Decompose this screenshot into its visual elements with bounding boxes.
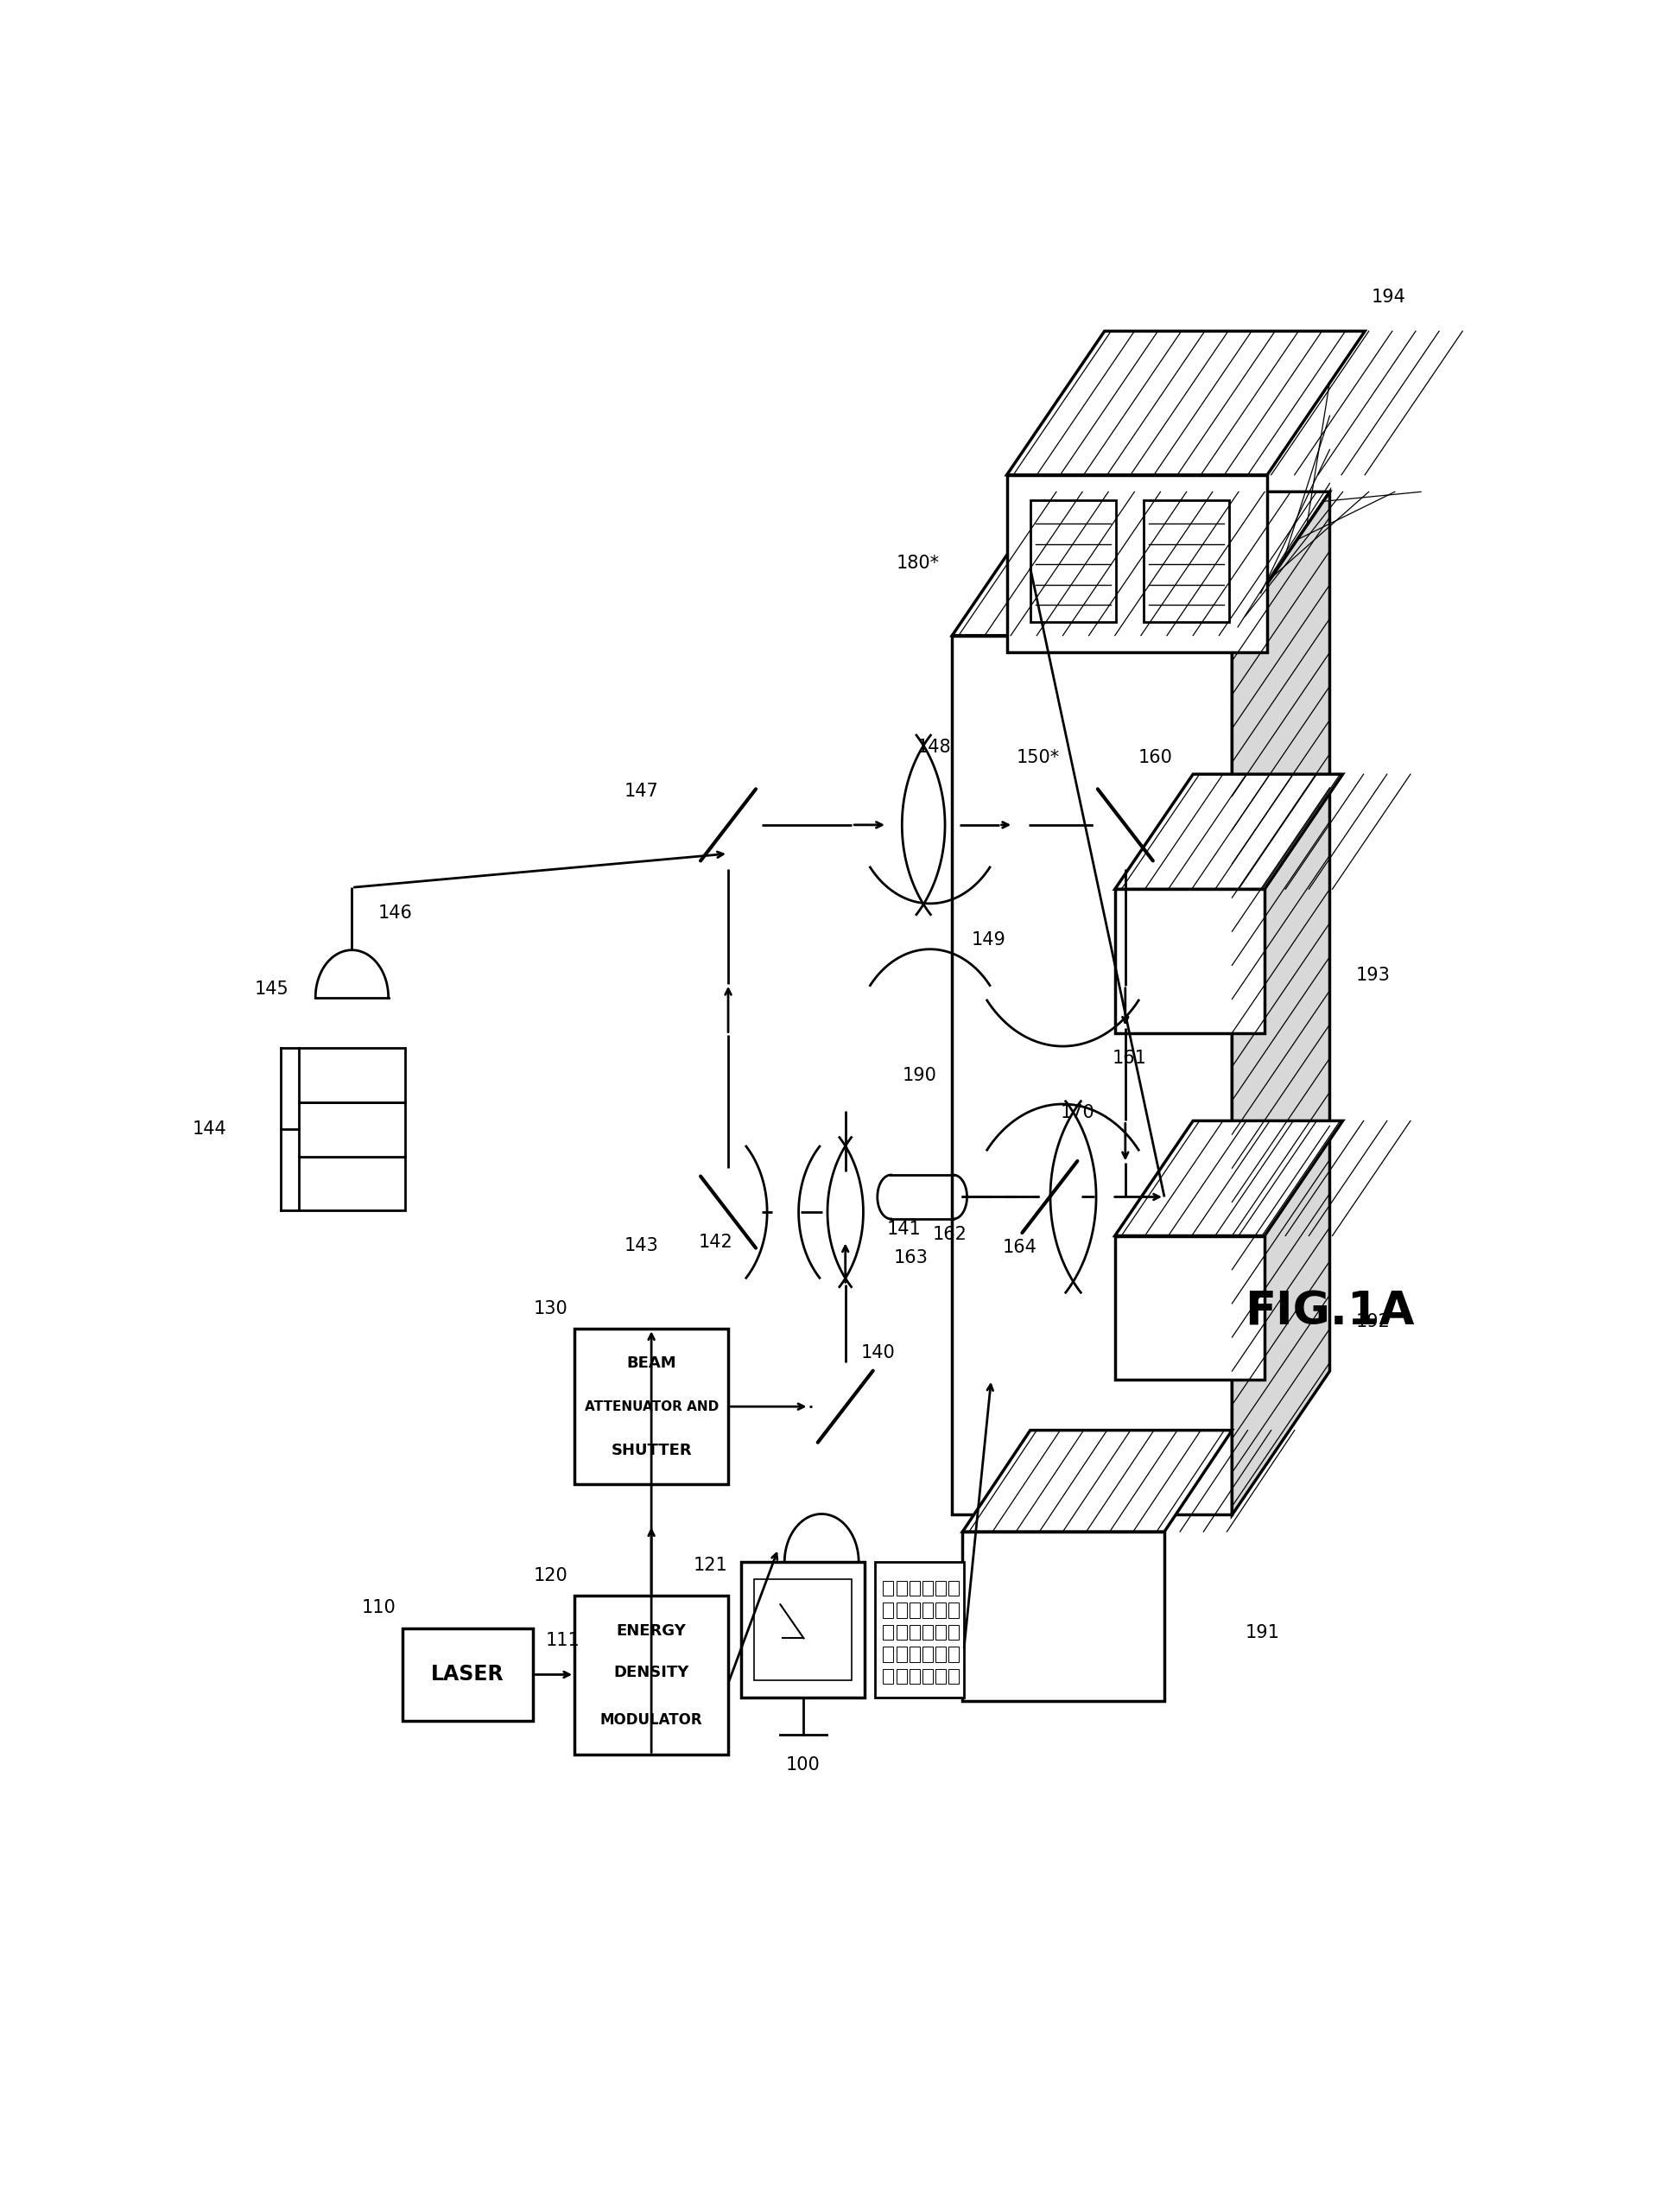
Bar — [741, 1561, 865, 1698]
Polygon shape — [1116, 1120, 1342, 1236]
Text: 149: 149 — [971, 931, 1006, 949]
Bar — [884, 1647, 894, 1662]
Polygon shape — [953, 492, 1329, 635]
Bar — [884, 1581, 894, 1596]
Text: MODULATOR: MODULATOR — [600, 1713, 702, 1728]
Bar — [1144, 501, 1230, 621]
Bar — [922, 1603, 932, 1618]
Text: 140: 140 — [860, 1344, 895, 1362]
Bar — [936, 1603, 946, 1618]
Text: 190: 190 — [902, 1067, 936, 1085]
Bar — [1116, 889, 1265, 1032]
Text: 160: 160 — [1139, 749, 1173, 766]
Bar — [948, 1581, 959, 1596]
Bar — [575, 1329, 727, 1484]
Text: 170: 170 — [1060, 1105, 1095, 1120]
Polygon shape — [963, 1430, 1231, 1533]
Text: 162: 162 — [932, 1225, 968, 1243]
Text: ENERGY: ENERGY — [617, 1623, 687, 1638]
Text: SHUTTER: SHUTTER — [612, 1443, 692, 1458]
Bar — [909, 1581, 919, 1596]
Text: 163: 163 — [894, 1250, 927, 1267]
Bar — [909, 1625, 919, 1640]
Bar — [754, 1579, 852, 1680]
Text: 164: 164 — [1003, 1239, 1037, 1256]
Bar — [875, 1561, 964, 1698]
Bar — [403, 1627, 533, 1722]
Bar — [895, 1647, 907, 1662]
Bar — [1006, 474, 1267, 652]
Bar — [936, 1581, 946, 1596]
Bar — [953, 635, 1231, 1515]
Bar — [1015, 782, 1026, 870]
Text: ATTENUATOR AND: ATTENUATOR AND — [585, 1401, 719, 1412]
Bar — [895, 1625, 907, 1640]
Bar — [963, 1533, 1164, 1700]
Bar — [922, 1669, 932, 1684]
Bar — [909, 1647, 919, 1662]
Text: 142: 142 — [699, 1234, 732, 1252]
Text: 192: 192 — [1356, 1313, 1391, 1331]
Text: FIG.1A: FIG.1A — [1245, 1289, 1415, 1335]
Bar — [299, 1102, 405, 1157]
Text: 144: 144 — [193, 1120, 227, 1138]
Bar — [909, 1669, 919, 1684]
Bar — [948, 1647, 959, 1662]
Bar — [895, 1603, 907, 1618]
Bar — [922, 1625, 932, 1640]
Text: 150*: 150* — [1016, 749, 1058, 766]
Polygon shape — [1006, 332, 1364, 474]
Text: 130: 130 — [534, 1300, 568, 1318]
Bar — [909, 1603, 919, 1618]
Bar — [575, 1596, 727, 1755]
Text: BEAM: BEAM — [627, 1355, 677, 1370]
Bar — [936, 1625, 946, 1640]
Text: LASER: LASER — [432, 1665, 504, 1684]
Polygon shape — [1116, 775, 1342, 889]
Bar — [936, 1647, 946, 1662]
Text: 148: 148 — [917, 738, 951, 755]
Text: 191: 191 — [1245, 1625, 1280, 1643]
Bar — [299, 1047, 405, 1102]
Text: 121: 121 — [694, 1557, 727, 1575]
Bar — [895, 1581, 907, 1596]
Text: 193: 193 — [1356, 966, 1391, 984]
Bar — [884, 1669, 894, 1684]
Text: 120: 120 — [534, 1568, 568, 1583]
Text: 194: 194 — [1371, 288, 1406, 305]
Text: 110: 110 — [361, 1599, 396, 1616]
Text: 161: 161 — [1112, 1050, 1147, 1067]
Polygon shape — [1231, 492, 1329, 1515]
Bar — [922, 1647, 932, 1662]
Bar — [895, 1669, 907, 1684]
Bar — [1116, 1236, 1265, 1379]
Bar — [922, 1581, 932, 1596]
Bar — [884, 1603, 894, 1618]
Text: 100: 100 — [786, 1757, 820, 1774]
Text: 146: 146 — [378, 905, 412, 922]
Text: 143: 143 — [623, 1236, 659, 1254]
Bar — [884, 1625, 894, 1640]
Bar — [991, 1164, 1003, 1230]
Bar — [936, 1669, 946, 1684]
Text: 180*: 180* — [895, 556, 939, 573]
Bar — [948, 1625, 959, 1640]
Text: 111: 111 — [546, 1632, 580, 1649]
Text: 141: 141 — [887, 1221, 921, 1239]
Text: DENSITY: DENSITY — [613, 1665, 689, 1680]
Text: 145: 145 — [254, 979, 289, 997]
Bar — [948, 1603, 959, 1618]
Bar — [948, 1669, 959, 1684]
Bar — [299, 1157, 405, 1210]
Bar — [1030, 501, 1116, 621]
Text: 147: 147 — [623, 782, 659, 799]
